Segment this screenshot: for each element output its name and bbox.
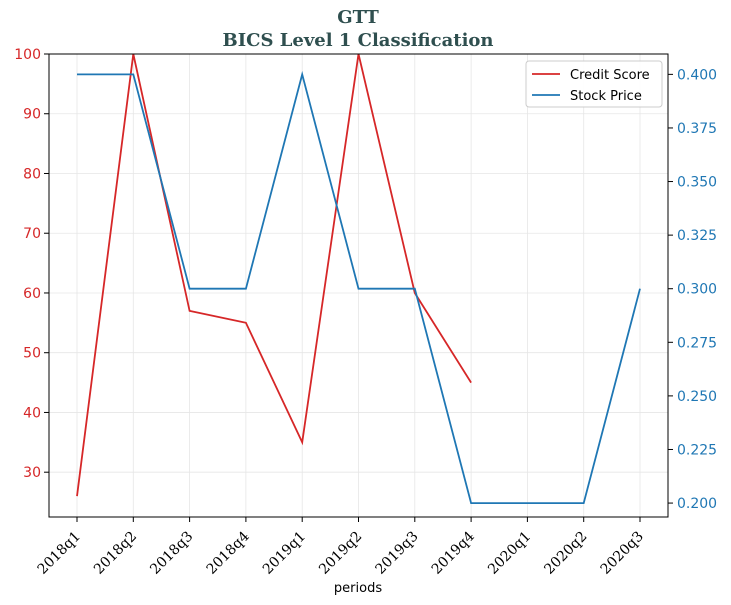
x-tick-label: 2018q4 <box>204 528 253 577</box>
x-axis: 2018q1 2018q2 2018q3 2018q4 2019q1 2019q2 2019… <box>35 517 647 578</box>
series-line-credit-score <box>76 53 472 497</box>
x-tick-label: 2020q3 <box>598 529 647 578</box>
x-tick-label: 2019q3 <box>372 529 421 578</box>
x-tick-label: 2019q4 <box>429 528 478 577</box>
left-tick-label: 70 <box>23 226 41 242</box>
right-tick-label: 0.300 <box>677 282 717 298</box>
legend-label: Stock Price <box>570 89 642 104</box>
left-tick-label: 90 <box>23 107 41 123</box>
right-axis: 0.200 0.225 0.250 0.275 0.300 0.325 0.350 0.375… <box>668 67 717 512</box>
left-tick-label: 30 <box>23 465 41 481</box>
x-axis-label: periods <box>334 581 382 596</box>
right-tick-label: 0.375 <box>677 121 717 137</box>
x-tick-label: 2018q2 <box>91 529 140 578</box>
right-tick-label: 0.350 <box>677 175 717 191</box>
series-lines <box>76 53 641 505</box>
x-tick-label: 2020q2 <box>541 529 590 578</box>
right-tick-label: 0.400 <box>677 67 717 83</box>
chart-subtitle: BICS Level 1 Classification <box>222 30 493 51</box>
right-tick-label: 0.275 <box>677 335 717 351</box>
right-tick-label: 0.250 <box>677 389 717 405</box>
right-tick-label: 0.200 <box>677 496 717 512</box>
left-tick-label: 40 <box>23 405 41 421</box>
left-tick-label: 50 <box>23 346 41 362</box>
x-tick-label: 2020q1 <box>485 529 534 578</box>
left-tick-label: 100 <box>14 47 41 63</box>
legend: Credit Score Stock Price <box>525 60 663 108</box>
right-tick-label: 0.225 <box>677 442 717 458</box>
x-tick-label: 2019q2 <box>316 529 365 578</box>
x-tick-label: 2019q1 <box>260 529 309 578</box>
right-tick-label: 0.325 <box>677 228 717 244</box>
x-tick-label: 2018q3 <box>147 529 196 578</box>
legend-label: Credit Score <box>570 68 650 83</box>
x-tick-label: 2018q1 <box>35 529 84 578</box>
left-tick-label: 60 <box>23 286 41 302</box>
chart-title: GTT <box>337 7 379 28</box>
left-tick-label: 80 <box>23 166 41 182</box>
left-axis: 30 40 50 60 70 80 90 100 <box>14 47 49 481</box>
series-line-stock-price <box>77 70 641 505</box>
